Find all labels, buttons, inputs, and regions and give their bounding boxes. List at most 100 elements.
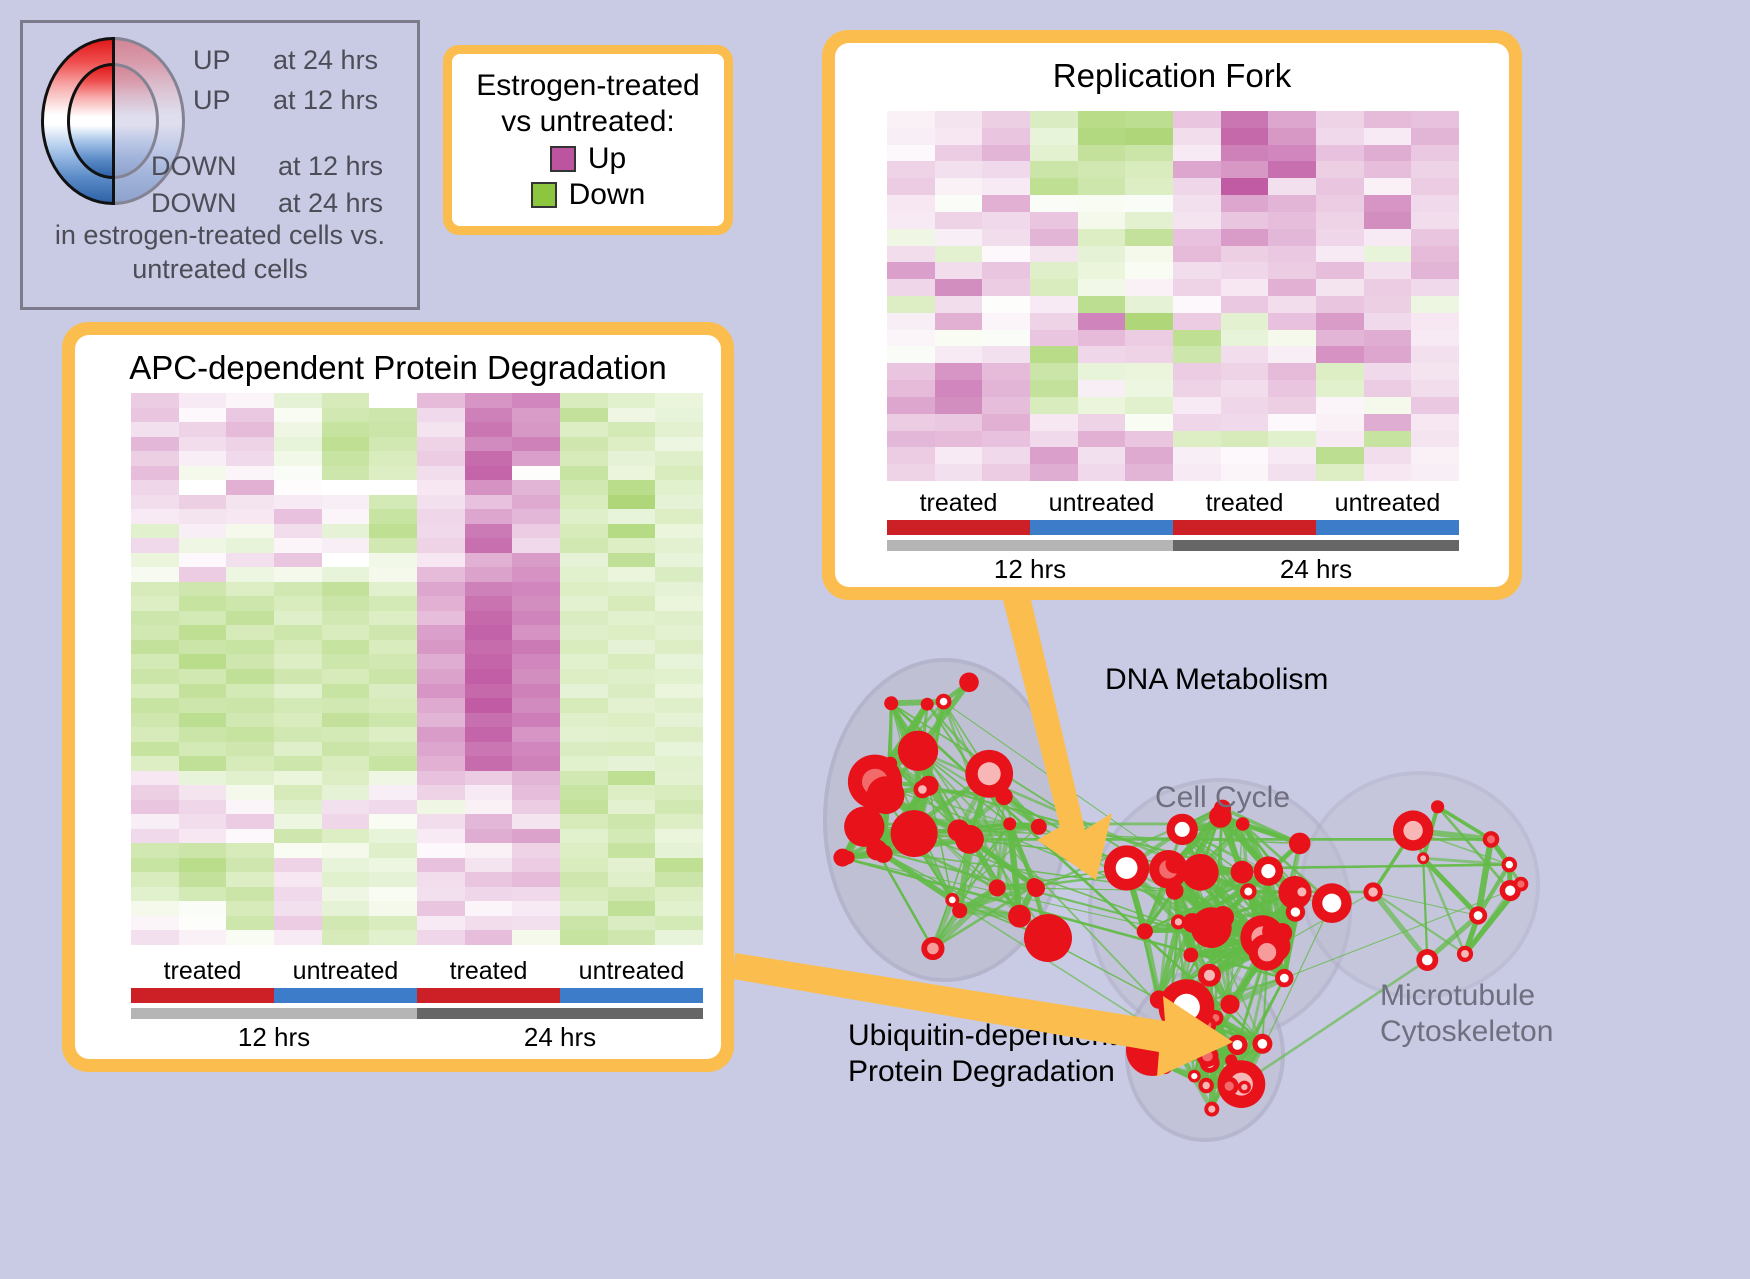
network-node[interactable] — [1416, 949, 1439, 971]
heatmap-cell — [560, 523, 608, 539]
network-node[interactable] — [959, 672, 979, 693]
network-node[interactable] — [1363, 882, 1383, 902]
time-labels-apc: 12 hrs 24 hrs — [131, 1022, 703, 1053]
network-node[interactable] — [1030, 818, 1047, 835]
node-solid — [1213, 799, 1232, 817]
network-node[interactable] — [1501, 856, 1518, 873]
heatmap-cell — [369, 727, 417, 742]
network-node[interactable] — [1104, 845, 1150, 891]
heatmap-cell — [1030, 211, 1078, 229]
heatmap-cell — [655, 915, 703, 931]
network-node[interactable] — [1248, 933, 1286, 971]
network-node[interactable] — [897, 730, 939, 771]
network-node[interactable] — [945, 892, 960, 907]
network-node[interactable] — [1126, 1024, 1178, 1076]
network-node[interactable] — [1187, 1069, 1201, 1083]
network-node[interactable] — [1198, 963, 1221, 987]
heatmap-cell — [274, 915, 322, 931]
network-node[interactable] — [935, 693, 952, 710]
network-node[interactable] — [874, 844, 893, 863]
heatmap-cell — [1363, 447, 1412, 465]
network-node[interactable] — [1275, 968, 1294, 988]
network-node[interactable] — [1235, 817, 1250, 831]
network-node[interactable] — [1227, 1034, 1248, 1056]
network-node[interactable] — [1285, 902, 1306, 922]
network-node[interactable] — [1165, 881, 1184, 900]
network-node[interactable] — [1417, 852, 1430, 865]
network-node[interactable] — [913, 780, 932, 799]
network-node[interactable] — [883, 756, 898, 771]
network-node[interactable] — [952, 903, 968, 919]
heatmap-cell — [274, 596, 322, 611]
network-node[interactable] — [1196, 1045, 1219, 1068]
network-node[interactable] — [920, 697, 934, 711]
network-node[interactable] — [1513, 876, 1529, 892]
network-node[interactable] — [988, 879, 1006, 897]
network-node[interactable] — [866, 776, 905, 815]
network-node[interactable] — [1288, 832, 1311, 855]
heatmap-cell — [934, 228, 983, 246]
network-node[interactable] — [1183, 947, 1199, 963]
network-node[interactable] — [1252, 1033, 1273, 1054]
heatmap-cell — [178, 857, 227, 873]
network-node[interactable] — [1003, 817, 1017, 831]
node-core — [1461, 950, 1469, 958]
network-node[interactable] — [844, 806, 885, 847]
heatmap-cell — [321, 393, 370, 408]
network-node[interactable] — [1213, 799, 1232, 817]
network-node[interactable] — [1158, 979, 1215, 1036]
network-node[interactable] — [955, 824, 984, 854]
heatmap-cell — [1173, 430, 1221, 448]
heatmap-cell — [560, 610, 608, 626]
network-node[interactable] — [1392, 810, 1434, 851]
heatmap-cell — [1077, 262, 1126, 280]
heatmap-cell — [369, 668, 417, 684]
time-bar — [131, 1008, 417, 1019]
heatmap-cell — [1173, 279, 1221, 296]
heatmap-cell — [1411, 464, 1459, 481]
network-node[interactable] — [1170, 914, 1186, 930]
network-node[interactable] — [1136, 923, 1153, 940]
network-node[interactable] — [1456, 945, 1474, 962]
network-node[interactable] — [1230, 860, 1254, 884]
network-node[interactable] — [1311, 883, 1352, 923]
network-node[interactable] — [1166, 813, 1198, 846]
heatmap-cell — [512, 683, 560, 699]
network-node[interactable] — [1165, 854, 1185, 874]
network-node[interactable] — [1240, 883, 1257, 900]
heatmap-cell — [131, 422, 179, 437]
condition-label: treated — [163, 957, 242, 985]
network-node[interactable] — [833, 848, 852, 867]
heatmap-cell — [131, 727, 179, 742]
network-node[interactable] — [1219, 1076, 1239, 1096]
network-node[interactable] — [1198, 1077, 1214, 1094]
network-node[interactable] — [890, 810, 938, 858]
network-node[interactable] — [1292, 882, 1312, 902]
network-node[interactable] — [884, 696, 899, 711]
network-node[interactable] — [914, 814, 927, 828]
network-node[interactable] — [1027, 879, 1045, 898]
heatmap-cell — [655, 465, 703, 481]
heatmap-cell — [226, 727, 274, 742]
heatmap-cell — [178, 596, 227, 611]
network-node[interactable] — [921, 936, 945, 961]
network-node[interactable] — [1220, 994, 1240, 1014]
network-node[interactable] — [1181, 853, 1219, 891]
network-node[interactable] — [1008, 904, 1031, 928]
heatmap-cell — [560, 886, 608, 902]
network-node[interactable] — [1211, 906, 1234, 929]
network-node[interactable] — [1469, 906, 1488, 925]
heatmap-cell — [178, 930, 227, 945]
heatmap-cell — [560, 480, 608, 495]
heatmap-cell — [226, 857, 274, 873]
heatmap-cell — [321, 712, 370, 728]
network-node[interactable] — [1431, 800, 1445, 814]
network-node[interactable] — [1237, 1080, 1251, 1094]
network-node[interactable] — [1482, 831, 1500, 848]
network-node[interactable] — [965, 749, 1014, 798]
network-node[interactable] — [1204, 1101, 1220, 1117]
legend-item-up: Up — [462, 142, 714, 176]
heatmap-cell — [560, 741, 608, 757]
network-node[interactable] — [1024, 914, 1072, 962]
network-node[interactable] — [1253, 856, 1284, 886]
